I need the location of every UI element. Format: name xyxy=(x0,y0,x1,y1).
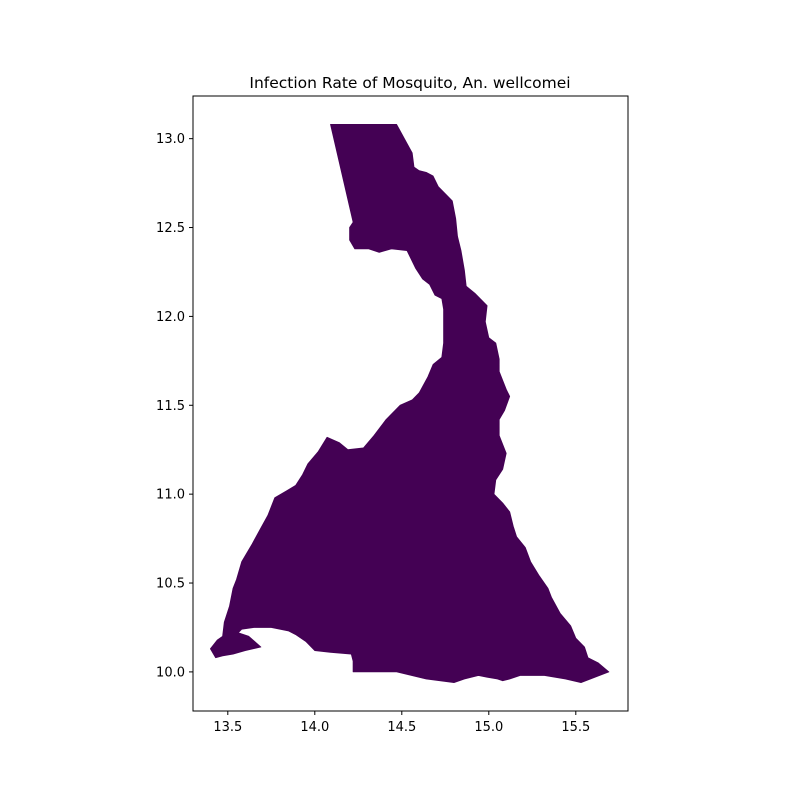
chart-title: Infection Rate of Mosquito, An. wellcome… xyxy=(249,74,570,92)
x-axis-ticks: 13.5 14.0 14.5 15.0 15.5 xyxy=(213,711,590,735)
y-axis-ticks: 10.0 10.5 11.0 11.5 12.0 12.5 13.0 xyxy=(156,132,193,680)
x-tick-label: 13.5 xyxy=(213,720,242,735)
x-tick-label: 14.5 xyxy=(387,720,416,735)
y-tick-label: 10.5 xyxy=(156,577,185,592)
x-tick-label: 15.5 xyxy=(561,720,590,735)
y-tick-label: 11.0 xyxy=(156,488,185,503)
y-tick-label: 13.0 xyxy=(156,132,185,147)
x-tick-label: 14.0 xyxy=(300,720,329,735)
x-tick-label: 15.0 xyxy=(474,720,503,735)
regions-layer xyxy=(209,124,610,683)
map-region-0 xyxy=(209,124,610,683)
y-tick-label: 12.5 xyxy=(156,221,185,236)
y-tick-label: 12.0 xyxy=(156,310,185,325)
plot-frame xyxy=(192,95,629,712)
y-tick-label: 11.5 xyxy=(156,399,185,414)
y-tick-label: 10.0 xyxy=(156,665,185,680)
